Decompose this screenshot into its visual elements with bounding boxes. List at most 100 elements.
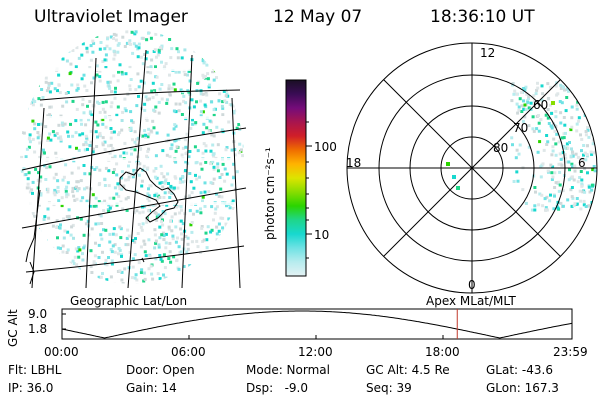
geo-pixel: [224, 148, 228, 152]
polar-pixel: [579, 170, 583, 173]
geo-pixel: [181, 180, 185, 184]
geo-pixel: [35, 58, 39, 61]
geo-pixel: [221, 113, 225, 117]
geo-pixel: [242, 119, 244, 123]
time-tick-1800: 18:00: [425, 345, 460, 359]
polar-pixel: [545, 134, 549, 137]
geo-pixel: [154, 211, 158, 215]
geo-pixel: [67, 216, 71, 220]
geo-pixel: [103, 178, 107, 182]
geo-pixel: [215, 76, 218, 80]
geo-pixel: [109, 35, 113, 39]
geo-pixel: [177, 245, 181, 249]
geo-pixel: [147, 187, 150, 191]
polar-pixel: [583, 151, 587, 155]
geo-pixel: [184, 235, 188, 238]
polar-pixel: [581, 157, 585, 161]
geo-pixel: [107, 82, 111, 86]
geo-pixel: [179, 227, 182, 231]
geo-pixel: [67, 34, 71, 38]
geo-pixel: [184, 169, 187, 172]
geo-pixel: [155, 55, 158, 59]
geo-pixel: [203, 59, 207, 63]
geo-pixel: [161, 185, 165, 189]
geo-pixel: [161, 149, 165, 153]
geo-pixel: [78, 133, 82, 137]
geo-pixel: [193, 270, 197, 273]
geo-pixel: [177, 109, 181, 113]
geo-pixel: [237, 207, 241, 211]
geo-pixel: [201, 151, 205, 155]
geo-pixel: [199, 99, 203, 103]
polar-pixel: [568, 141, 571, 144]
geo-pixel: [246, 105, 249, 108]
geo-pixel: [165, 203, 169, 207]
geo-pixel: [171, 237, 175, 241]
geo-pixel: [182, 265, 186, 268]
polar-pixel: [596, 146, 597, 150]
geo-pixel: [75, 146, 78, 150]
geo-pixel: [157, 100, 161, 104]
geo-pixel: [205, 246, 209, 250]
polar-pixel: [541, 92, 545, 96]
geo-pixel: [60, 121, 64, 125]
geo-pixel: [160, 97, 164, 101]
geo-pixel: [65, 38, 69, 42]
geo-pixel: [191, 122, 195, 126]
geo-pixel: [120, 254, 123, 258]
geo-pixel: [62, 278, 65, 281]
polar-pixel: [551, 149, 555, 153]
geo-pixel: [129, 78, 133, 81]
geo-pixel: [145, 220, 149, 224]
geo-pixel: [172, 109, 176, 113]
mlat-label-80: 80: [493, 141, 509, 155]
geo-pixel: [131, 265, 135, 269]
polar-pixel: [570, 186, 574, 189]
geo-pixel: [142, 271, 146, 275]
geo-pixel: [147, 31, 150, 35]
polar-pixel: [557, 162, 561, 166]
altitude-curve: [61, 310, 573, 339]
geo-pixel: [154, 239, 158, 243]
polar-pixel: [514, 156, 518, 160]
geo-pixel: [39, 192, 43, 196]
polar-pixel: [525, 99, 529, 103]
polar-pixel: [583, 190, 587, 194]
geo-pixel: [115, 113, 119, 117]
geo-pixel: [140, 184, 144, 188]
geo-pixel: [120, 176, 124, 180]
geo-pixel: [69, 276, 73, 280]
geo-pixel: [57, 136, 61, 140]
polar-pixel: [553, 129, 557, 133]
geo-pixel: [180, 113, 184, 116]
geo-pixel: [168, 196, 172, 199]
geo-pixel: [235, 39, 239, 43]
geo-pixel: [75, 185, 78, 189]
geo-pixel: [169, 56, 173, 60]
geo-pixel: [153, 228, 157, 232]
polar-pixel: [596, 95, 597, 98]
geo-pixel: [209, 181, 213, 185]
geo-pixel: [146, 209, 150, 213]
geo-pixel: [158, 277, 162, 281]
polar-pixel: [570, 116, 574, 120]
geo-pixel: [113, 186, 117, 190]
geo-pixel: [174, 102, 178, 106]
geo-pixel: [47, 216, 51, 220]
geo-pixel: [123, 97, 127, 101]
geo-pixel: [190, 221, 194, 224]
polar-pixel: [537, 129, 541, 133]
geo-pixel: [206, 72, 210, 76]
polar-pixel: [520, 110, 524, 113]
geo-pixel: [120, 253, 124, 257]
polar-pixel: [534, 92, 538, 96]
status-gain: Gain: 14: [126, 381, 177, 395]
polar-pixel: [554, 125, 558, 128]
geo-pixel: [34, 46, 38, 50]
polar-pixel: [584, 205, 588, 208]
geo-pixel: [77, 267, 81, 271]
geo-pixel: [75, 180, 79, 184]
geo-pixel: [21, 40, 25, 44]
geo-pixel: [176, 56, 180, 60]
geo-pixel: [188, 264, 192, 268]
